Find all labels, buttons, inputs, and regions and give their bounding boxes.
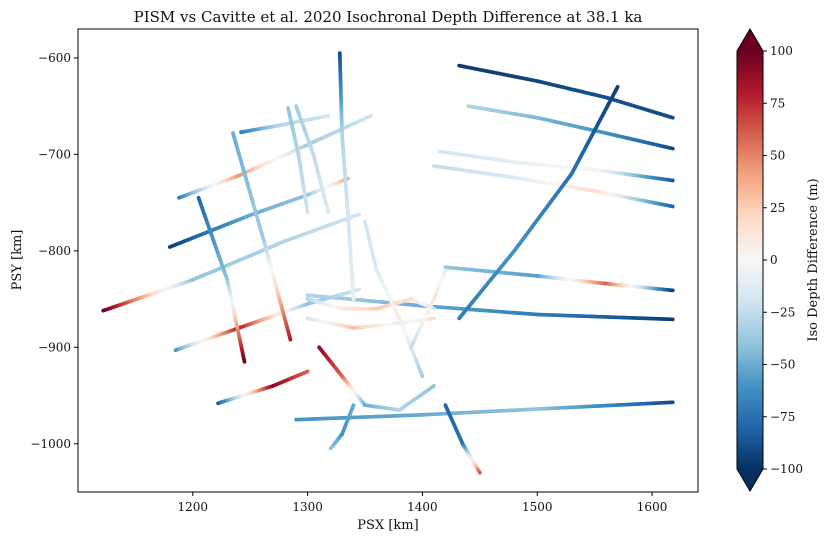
colorbar-extend-max bbox=[737, 29, 763, 51]
x-axis: 1200 1300 1400 1500 1600 bbox=[178, 492, 668, 514]
track-3 bbox=[432, 164, 675, 209]
track-4 bbox=[443, 265, 675, 293]
data-point bbox=[670, 317, 675, 322]
x-tick-label: 1400 bbox=[407, 500, 438, 514]
y-tick-label: −1000 bbox=[30, 437, 71, 451]
colorbar-tick-label: −100 bbox=[770, 462, 803, 476]
colorbar-ticks: −100 −75 −50 −25 0 25 50 75 100 bbox=[763, 44, 803, 476]
x-tick-label: 1300 bbox=[292, 500, 323, 514]
track-0 bbox=[457, 63, 675, 120]
track-20 bbox=[328, 403, 356, 451]
y-tick-label: −900 bbox=[38, 340, 71, 354]
data-point bbox=[670, 400, 675, 405]
track-6 bbox=[294, 400, 675, 422]
data-point bbox=[670, 178, 675, 183]
track-14 bbox=[239, 113, 331, 135]
track-25 bbox=[409, 268, 448, 350]
x-tick-label: 1200 bbox=[178, 500, 209, 514]
data-point bbox=[432, 306, 436, 311]
colorbar-tick-label: 0 bbox=[770, 253, 778, 267]
plot-frame bbox=[77, 28, 699, 493]
y-axis-label: PSY [km] bbox=[10, 230, 25, 291]
track-18 bbox=[294, 104, 331, 215]
track-23 bbox=[317, 345, 436, 412]
x-tick-label: 1500 bbox=[522, 500, 553, 514]
colorbar-tick-label: −50 bbox=[770, 358, 795, 372]
colorbar-label: Iso Depth Difference (m) bbox=[806, 178, 821, 341]
data-point bbox=[305, 210, 310, 215]
data-point bbox=[368, 113, 373, 118]
data-point bbox=[357, 287, 362, 292]
data-point bbox=[242, 359, 247, 364]
data-point bbox=[615, 84, 620, 89]
colorbar-tick-label: −75 bbox=[770, 410, 795, 424]
track-19 bbox=[337, 51, 356, 301]
y-tick-label: −600 bbox=[38, 51, 71, 65]
track-12 bbox=[216, 369, 310, 406]
data-point bbox=[305, 369, 310, 374]
data-point bbox=[420, 374, 425, 379]
data-point bbox=[351, 297, 356, 301]
colorbar-extend-min bbox=[737, 469, 763, 491]
chart-title: PISM vs Cavitte et al. 2020 Isochronal D… bbox=[134, 8, 643, 26]
colorbar: −100 −75 −50 −25 0 25 50 75 100 Iso Depth Differ… bbox=[736, 28, 821, 492]
track-10 bbox=[167, 176, 350, 249]
data-point bbox=[477, 470, 482, 475]
data-point bbox=[432, 384, 436, 388]
track-16 bbox=[231, 131, 293, 342]
track-15 bbox=[196, 195, 247, 364]
track-11 bbox=[173, 287, 362, 353]
data-point bbox=[288, 337, 293, 342]
data-point bbox=[409, 345, 413, 350]
data-point bbox=[326, 113, 331, 118]
colorbar-tick-label: 25 bbox=[770, 201, 785, 215]
y-tick-label: −800 bbox=[38, 244, 71, 258]
data-point bbox=[670, 204, 675, 209]
data-point bbox=[670, 146, 675, 151]
track-1 bbox=[466, 104, 675, 151]
x-tick-label: 1600 bbox=[637, 500, 668, 514]
data-point bbox=[670, 288, 675, 293]
track-7 bbox=[457, 84, 620, 321]
colorbar-tick-label: −25 bbox=[770, 305, 795, 319]
data-point bbox=[328, 446, 333, 451]
colorbar-gradient bbox=[737, 51, 763, 469]
track-9 bbox=[101, 212, 362, 313]
x-axis-label: PSX [km] bbox=[357, 518, 418, 533]
y-axis: −1000 −900 −800 −700 −600 bbox=[30, 51, 78, 451]
data-point bbox=[670, 115, 675, 120]
plot-area bbox=[101, 51, 675, 475]
colorbar-tick-label: 50 bbox=[770, 149, 785, 163]
track-8 bbox=[443, 403, 482, 475]
colorbar-tick-label: 75 bbox=[770, 96, 785, 110]
data-point bbox=[357, 212, 362, 217]
colorbar-tick-label: 100 bbox=[770, 44, 793, 58]
track-22 bbox=[305, 316, 436, 330]
track-24 bbox=[363, 220, 425, 379]
track-17 bbox=[286, 106, 310, 215]
y-tick-label: −700 bbox=[38, 147, 71, 161]
data-point bbox=[326, 210, 331, 215]
track-2 bbox=[437, 149, 675, 183]
data-point bbox=[432, 316, 436, 321]
